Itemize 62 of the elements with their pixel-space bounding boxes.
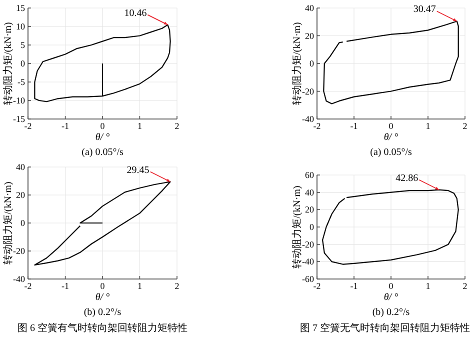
x-tick-label: 1 [426, 281, 430, 291]
x-axis-title: θ/ ° [95, 292, 110, 303]
y-tick-label: -20 [302, 239, 314, 250]
y-tick-label: -60 [302, 274, 314, 284]
x-axis-title: θ/ ° [384, 292, 398, 303]
x-tick-label: 0 [388, 281, 394, 291]
x-tick-label: -1 [350, 121, 358, 131]
y-tick-label: -40 [13, 274, 26, 284]
x-tick-label: 2 [174, 121, 180, 131]
y-tick-label: 20 [305, 204, 314, 215]
y-tick-label: -40 [302, 256, 314, 267]
y-tick-label: -40 [302, 114, 314, 124]
x-tick-label: -2 [313, 121, 321, 131]
text: (a) 0.05°/s [82, 147, 124, 158]
y-tick-label: 0 [20, 58, 26, 68]
x-tick-label: 0 [100, 121, 106, 131]
annotation: 42.86 [396, 172, 418, 184]
x-tick-label: -1 [62, 281, 69, 291]
x-tick-label: 2 [462, 281, 468, 291]
x-tick-label: -2 [24, 121, 32, 131]
y-tick-label: 0 [310, 222, 314, 232]
y-tick-label: -10 [13, 96, 26, 106]
x-tick-label: 2 [174, 281, 180, 291]
x-tick-label: -1 [350, 281, 358, 291]
y-axis-title: 转动阻力矩/(kN·m) [291, 186, 303, 268]
x-tick-label: 1 [426, 121, 430, 131]
y-axis-title: 转动阻力矩/(kN·m) [2, 182, 14, 264]
y-axis-title: 转动阻力矩/(kN·m) [291, 22, 303, 105]
x-tick-label: -2 [313, 281, 321, 291]
y-tick-label: 15 [16, 3, 26, 13]
y-tick-label: 20 [16, 190, 26, 200]
y-tick-label: 20 [305, 30, 314, 41]
x-axis-title: θ/ ° [384, 132, 398, 143]
y-tick-label: 10 [16, 22, 26, 32]
x-tick-label: -2 [24, 281, 32, 291]
x-axis-title: θ/ ° [95, 132, 110, 143]
x-tick-label: 2 [462, 121, 468, 131]
x-tick-label: 0 [100, 281, 106, 291]
annotation: 30.47 [413, 4, 436, 16]
y-tick-label: 5 [20, 40, 26, 50]
text: (a) 0.05°/s [370, 147, 412, 158]
y-tick-label: 40 [16, 162, 26, 172]
y-tick-label: -5 [18, 77, 26, 87]
y-tick-label: 0 [310, 58, 314, 68]
x-tick-label: 1 [138, 281, 142, 291]
y-tick-label: 60 [305, 170, 314, 180]
y-tick-label: 40 [305, 187, 314, 198]
annotation: 29.45 [126, 164, 150, 176]
caption: 图 7 空簧无气时转向架回转阻力矩特性 [300, 322, 470, 334]
text: (b) 0.2°/s [372, 307, 410, 318]
y-tick-label: -15 [13, 114, 26, 124]
x-tick-label: 1 [138, 121, 142, 131]
y-tick-label: -20 [302, 86, 314, 96]
y-tick-label: 40 [305, 3, 314, 13]
y-tick-label: 0 [20, 218, 26, 228]
y-tick-label: -20 [13, 246, 26, 256]
text: (b) 0.2°/s [84, 307, 122, 318]
y-axis-title: 转动阻力矩/(kN·m) [2, 22, 14, 105]
annotation: 10.46 [124, 8, 147, 19]
x-tick-label: 0 [388, 121, 394, 131]
x-tick-label: -1 [62, 121, 69, 131]
caption: 图 6 空簧有气时转向架回转阻力矩特性 [18, 322, 188, 334]
